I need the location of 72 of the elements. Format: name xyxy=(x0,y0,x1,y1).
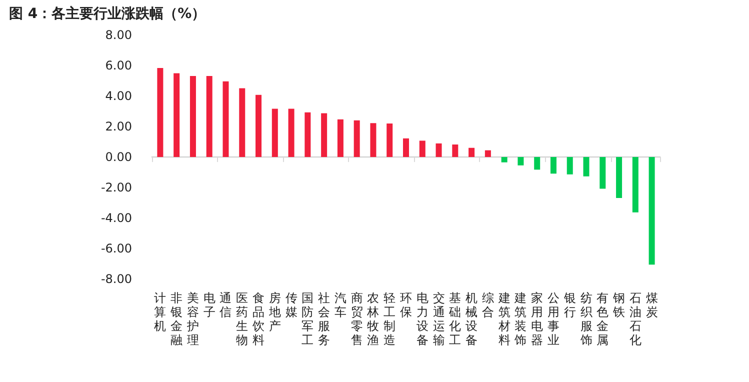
x-tick-label: 农林牧渔 xyxy=(366,291,380,347)
x-tick-label: 通信 xyxy=(220,291,232,319)
x-tick-label: 石油石化 xyxy=(629,291,642,347)
x-tick-label: 食品饮料 xyxy=(252,291,265,347)
x-tick-label: 电子 xyxy=(203,291,216,319)
x-tick-label: 煤炭 xyxy=(646,291,658,319)
bar xyxy=(616,157,622,198)
x-tick-label: 环保 xyxy=(400,291,412,319)
bar xyxy=(518,157,524,166)
bar xyxy=(632,157,638,212)
y-tick-label: 6.00 xyxy=(105,58,132,72)
x-tick-label: 房地产 xyxy=(268,291,281,333)
bar xyxy=(370,123,376,157)
x-tick-label: 传媒 xyxy=(285,291,298,319)
y-tick-label: 2.00 xyxy=(105,120,132,134)
bar xyxy=(174,73,180,157)
x-tick-label: 钢铁 xyxy=(612,291,626,319)
x-tick-label: 纺织服饰 xyxy=(579,291,592,347)
bar xyxy=(190,76,196,157)
x-tick-label: 建筑材料 xyxy=(497,291,510,347)
y-tick-label: -6.00 xyxy=(100,242,132,256)
y-tick-label: 0.00 xyxy=(105,150,132,164)
x-tick-label: 机械设备 xyxy=(466,291,478,347)
bar xyxy=(256,94,262,157)
bar xyxy=(157,68,164,157)
x-tick-label: 商贸零售 xyxy=(350,291,363,347)
x-tick-label: 汽车 xyxy=(334,291,346,319)
bar xyxy=(550,157,556,174)
bar xyxy=(648,157,655,265)
x-tick-label: 家用电器 xyxy=(531,291,544,347)
y-tick-label: 4.00 xyxy=(105,89,132,103)
bar xyxy=(452,144,458,157)
bar xyxy=(600,157,606,189)
bar xyxy=(239,88,246,157)
x-tick-label: 计算机 xyxy=(154,291,166,333)
x-tick-label: 基础化工 xyxy=(448,291,462,347)
bar xyxy=(468,148,475,157)
bar xyxy=(583,157,590,176)
bar xyxy=(534,157,540,170)
bar xyxy=(222,81,229,157)
bar xyxy=(566,157,573,174)
bar xyxy=(288,108,294,157)
x-tick-label: 非银金融 xyxy=(170,291,183,347)
bar xyxy=(321,113,328,157)
bar xyxy=(272,108,278,157)
x-tick-label: 建筑装饰 xyxy=(514,291,527,347)
x-tick-label: 社会服务 xyxy=(318,291,330,347)
y-tick-label: -4.00 xyxy=(100,211,132,225)
x-tick-label: 医药生物 xyxy=(236,291,248,347)
y-tick-label: -2.00 xyxy=(100,180,132,194)
x-tick-label: 银行 xyxy=(562,291,576,319)
x-tick-label: 电力设备 xyxy=(416,291,428,347)
x-tick-label: 有色金属 xyxy=(596,291,609,347)
x-tick-label: 综合 xyxy=(482,291,494,319)
x-tick-label: 轻工制造 xyxy=(384,291,396,347)
x-tick-label: 交通运输 xyxy=(432,291,445,347)
bar xyxy=(354,120,360,157)
y-tick-label: -8.00 xyxy=(100,272,132,286)
x-tick-label: 美容护理 xyxy=(186,291,199,347)
y-tick-label: 8.00 xyxy=(105,28,132,42)
bar xyxy=(484,150,491,157)
x-tick-label: 国防军工 xyxy=(302,291,314,347)
x-tick-label: 公用事业 xyxy=(547,291,560,347)
bar xyxy=(386,123,393,157)
chart-title: 图 4：各主要行业涨跌幅（%） xyxy=(9,5,206,22)
bar xyxy=(419,140,426,157)
bar xyxy=(206,76,212,157)
bar xyxy=(337,119,344,157)
bar xyxy=(436,143,442,157)
bar xyxy=(501,157,508,162)
bar xyxy=(403,138,409,157)
bar xyxy=(304,112,311,157)
